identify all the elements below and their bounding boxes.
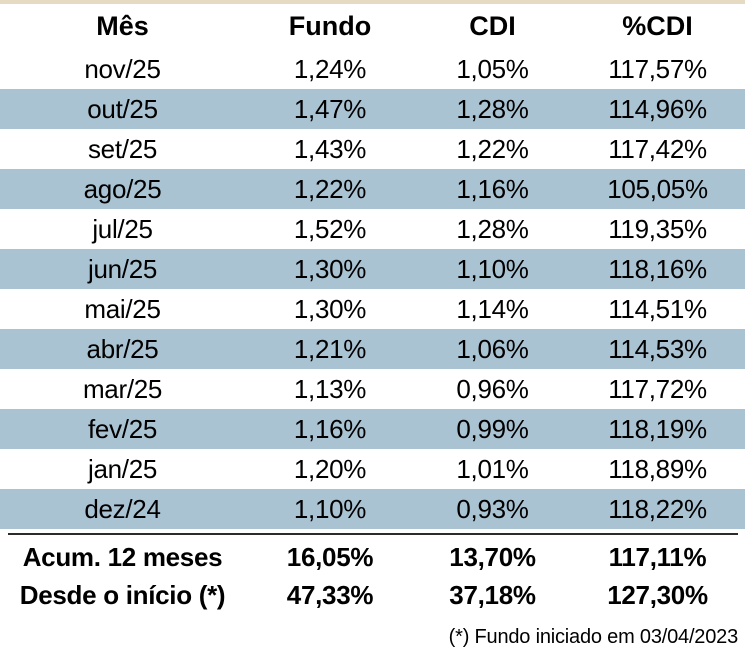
fundo-cell: 1,16% bbox=[293, 413, 367, 444]
pcdi-cell: 117,42% bbox=[608, 133, 707, 164]
column-header-cdi: CDI bbox=[469, 11, 516, 41]
pcdi-total-cell: 127,30% bbox=[607, 579, 708, 610]
cdi-cell: 0,99% bbox=[456, 413, 529, 444]
table-row: nov/25 1,24% 1,05% 117,57% bbox=[0, 49, 745, 89]
table-row: jan/25 1,20% 1,01% 118,89% bbox=[0, 449, 745, 489]
totals-label: Desde o início (*) bbox=[19, 579, 226, 610]
cdi-cell: 1,10% bbox=[456, 253, 529, 284]
fundo-cell: 1,21% bbox=[293, 333, 367, 364]
pcdi-cell: 117,57% bbox=[608, 53, 707, 84]
table-row: jul/25 1,52% 1,28% 119,35% bbox=[0, 209, 745, 249]
cdi-total-cell: 37,18% bbox=[449, 579, 536, 610]
fundo-cell: 1,22% bbox=[293, 173, 367, 204]
cdi-cell: 1,01% bbox=[456, 453, 529, 484]
month-cell: jul/25 bbox=[92, 213, 153, 244]
totals-separator-line bbox=[8, 533, 738, 535]
month-cell: nov/25 bbox=[84, 53, 161, 84]
pcdi-cell: 114,53% bbox=[608, 333, 707, 364]
table-row: fev/25 1,16% 0,99% 118,19% bbox=[0, 409, 745, 449]
header-row: Mês Fundo CDI %CDI bbox=[0, 4, 745, 49]
cdi-cell: 1,16% bbox=[456, 173, 529, 204]
fundo-cell: 1,52% bbox=[293, 213, 367, 244]
totals-label: Acum. 12 meses bbox=[22, 541, 223, 572]
inception-date-footnote: (*) Fundo iniciado em 03/04/2023 bbox=[448, 626, 739, 648]
cdi-total-cell: 13,70% bbox=[449, 541, 536, 572]
month-cell: set/25 bbox=[87, 133, 158, 164]
table-row: out/25 1,47% 1,28% 114,96% bbox=[0, 89, 745, 129]
totals-row-since-inception: Desde o início (*) 47,33% 37,18% 127,30% bbox=[0, 576, 745, 614]
month-cell: dez/24 bbox=[84, 493, 161, 524]
fundo-cell: 1,30% bbox=[293, 253, 367, 284]
column-header-fundo: Fundo bbox=[288, 11, 372, 41]
table-row: ago/25 1,22% 1,16% 105,05% bbox=[0, 169, 745, 209]
month-cell: mar/25 bbox=[82, 373, 163, 404]
month-cell: ago/25 bbox=[83, 173, 162, 204]
table-row: mai/25 1,30% 1,14% 114,51% bbox=[0, 289, 745, 329]
fundo-cell: 1,24% bbox=[293, 53, 367, 84]
month-cell: out/25 bbox=[87, 93, 158, 124]
cdi-cell: 0,93% bbox=[456, 493, 529, 524]
column-header-pcdi: %CDI bbox=[622, 11, 693, 41]
totals-row-12-months: Acum. 12 meses 16,05% 13,70% 117,11% bbox=[0, 538, 745, 576]
month-cell: fev/25 bbox=[87, 413, 158, 444]
cdi-cell: 1,14% bbox=[456, 293, 529, 324]
fundo-cell: 1,43% bbox=[293, 133, 367, 164]
cdi-cell: 1,06% bbox=[456, 333, 529, 364]
table-row: dez/24 1,10% 0,93% 118,22% bbox=[0, 489, 745, 529]
cdi-cell: 1,28% bbox=[456, 213, 529, 244]
cdi-cell: 1,28% bbox=[456, 93, 529, 124]
fundo-total-cell: 47,33% bbox=[286, 579, 374, 610]
pcdi-cell: 117,72% bbox=[608, 373, 707, 404]
pcdi-total-cell: 117,11% bbox=[608, 541, 707, 572]
fundo-cell: 1,10% bbox=[293, 493, 367, 524]
fundo-cell: 1,30% bbox=[293, 293, 367, 324]
pcdi-cell: 118,22% bbox=[608, 493, 707, 524]
pcdi-cell: 118,19% bbox=[608, 413, 707, 444]
month-cell: jan/25 bbox=[87, 453, 158, 484]
cdi-cell: 1,22% bbox=[456, 133, 529, 164]
table-row: set/25 1,43% 1,22% 117,42% bbox=[0, 129, 745, 169]
table-row: mar/25 1,13% 0,96% 117,72% bbox=[0, 369, 745, 409]
column-header-mes: Mês bbox=[96, 11, 149, 41]
fundo-cell: 1,47% bbox=[293, 93, 367, 124]
pcdi-cell: 118,16% bbox=[608, 253, 707, 284]
monthly-returns-table: Mês Fundo CDI %CDI nov/25 1,24% 1,05% 11… bbox=[0, 4, 745, 529]
pcdi-cell: 114,96% bbox=[608, 93, 707, 124]
fundo-cell: 1,13% bbox=[293, 373, 367, 404]
table-row: abr/25 1,21% 1,06% 114,53% bbox=[0, 329, 745, 369]
totals-table: Acum. 12 meses 16,05% 13,70% 117,11% Des… bbox=[0, 538, 745, 614]
table-row: jun/25 1,30% 1,10% 118,16% bbox=[0, 249, 745, 289]
fundo-total-cell: 16,05% bbox=[286, 541, 374, 572]
pcdi-cell: 114,51% bbox=[608, 293, 707, 324]
pcdi-cell: 118,89% bbox=[608, 453, 707, 484]
pcdi-cell: 119,35% bbox=[608, 213, 707, 244]
top-accent-border bbox=[0, 0, 745, 4]
pcdi-cell: 105,05% bbox=[607, 173, 708, 204]
month-cell: jun/25 bbox=[87, 253, 158, 284]
month-cell: abr/25 bbox=[86, 333, 159, 364]
cdi-cell: 0,96% bbox=[456, 373, 529, 404]
fundo-cell: 1,20% bbox=[293, 453, 367, 484]
cdi-cell: 1,05% bbox=[456, 53, 529, 84]
month-cell: mai/25 bbox=[84, 293, 161, 324]
